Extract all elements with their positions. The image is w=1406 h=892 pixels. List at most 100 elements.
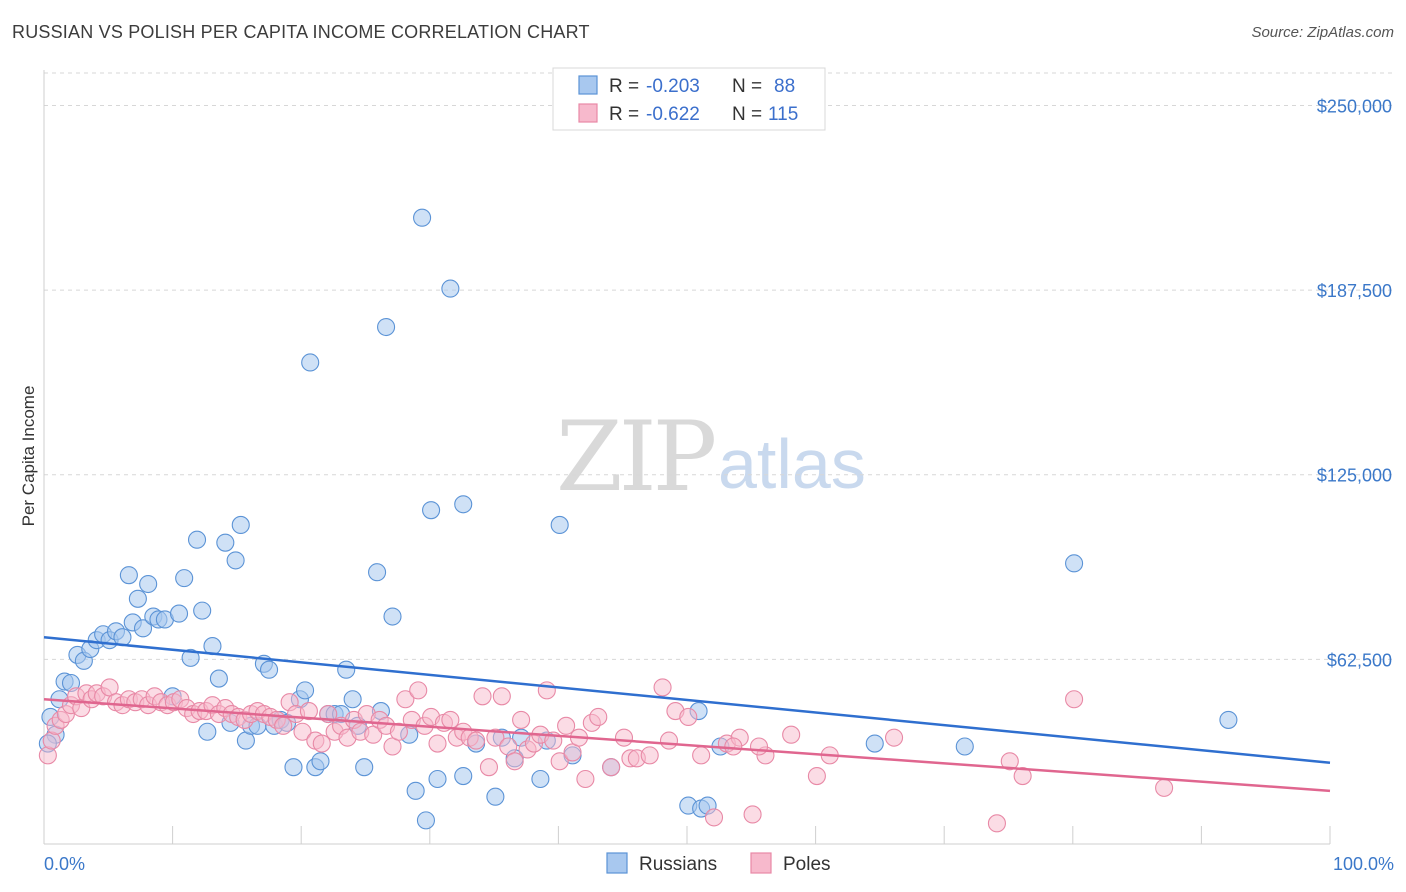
russians-point <box>209 669 228 688</box>
poles-point <box>807 767 826 786</box>
russians-point <box>454 495 473 514</box>
legend-russians-swatch <box>578 75 598 95</box>
poles-point <box>293 722 312 741</box>
bottom-legend: Russians Poles <box>606 852 831 875</box>
russians-point <box>259 660 279 679</box>
x-tick-label-max: 100.0% <box>1333 854 1394 874</box>
poles-point <box>409 681 428 700</box>
poles-point <box>557 716 576 735</box>
russians-point <box>198 722 217 741</box>
poles-point <box>537 681 556 700</box>
legend-poles-r-value: -0.622 <box>646 104 700 125</box>
bottom-legend-russians-label: Russians <box>639 854 717 875</box>
russians-point <box>865 734 884 753</box>
legend-poles-n-value: 115 <box>768 104 798 125</box>
poles-point <box>1155 778 1174 797</box>
poles-trend-line <box>43 697 1331 793</box>
poles-point <box>1000 752 1019 771</box>
poles-point <box>492 687 511 706</box>
bottom-legend-poles-label: Poles <box>783 854 831 875</box>
russians-point <box>377 317 396 337</box>
russians-point <box>422 501 441 520</box>
y-tick-label: $125,000 <box>1317 466 1392 486</box>
russians-point <box>550 515 569 534</box>
russians-point <box>175 569 194 588</box>
poles-point <box>614 728 634 747</box>
russians-point <box>343 690 362 709</box>
poles-point <box>38 746 57 765</box>
poles-point <box>640 746 659 765</box>
poles-point <box>589 707 608 727</box>
watermark-zip: ZIP <box>556 401 715 513</box>
y-axis-labels: $62,500 $125,000 $187,500 $250,000 <box>1317 96 1392 670</box>
poles-point <box>1065 690 1084 709</box>
russians-point <box>428 769 447 789</box>
watermark-atlas: atlas <box>718 425 866 503</box>
poles-point <box>389 722 408 741</box>
x-tick-label-min: 0.0% <box>44 854 85 874</box>
legend-poles-n-label: N = <box>732 104 762 125</box>
russians-trend-line <box>43 635 1331 765</box>
chart-title: RUSSIAN VS POLISH PER CAPITA INCOME CORR… <box>12 22 590 42</box>
poles-point <box>659 731 679 750</box>
poles-point <box>749 737 769 756</box>
poles-point <box>299 702 318 721</box>
poles-point <box>550 752 569 771</box>
russians-point <box>231 515 250 534</box>
russians-point <box>301 353 320 372</box>
y-tick-label: $250,000 <box>1317 96 1392 116</box>
russians-point <box>181 648 200 667</box>
legend-box <box>552 67 826 131</box>
poles-point <box>467 731 486 750</box>
bottom-legend-russians-swatch <box>606 852 628 874</box>
source-label: Source: ZipAtlas.com <box>1251 24 1394 41</box>
russians-point <box>311 752 330 771</box>
poles-point <box>486 728 505 747</box>
russians-point <box>486 787 505 806</box>
russians-point <box>187 530 207 549</box>
russians-point <box>1219 710 1238 729</box>
russians-point <box>226 551 245 570</box>
poles-point <box>42 731 61 750</box>
poles-points <box>38 678 1174 833</box>
russians-point <box>441 279 460 298</box>
russians-point <box>355 758 374 777</box>
russians-point <box>216 533 235 552</box>
russians-point <box>284 758 303 777</box>
poles-point <box>441 710 460 729</box>
russians-point <box>169 604 189 623</box>
russians-point <box>1065 554 1084 573</box>
y-tick-label: $187,500 <box>1317 281 1392 301</box>
russians-point <box>337 660 356 679</box>
poles-point <box>653 678 672 697</box>
x-axis-ticks <box>43 826 1331 844</box>
poles-point <box>428 734 447 753</box>
poles-point <box>396 690 415 709</box>
russians-point <box>296 681 315 700</box>
poles-point <box>884 728 904 747</box>
poles-point <box>274 716 293 735</box>
poles-point <box>782 725 801 744</box>
poles-point <box>505 752 524 771</box>
poles-point <box>692 746 711 765</box>
grid-lines <box>44 72 1394 660</box>
poles-point <box>512 710 531 729</box>
poles-point <box>724 737 743 756</box>
russians-point <box>119 566 138 585</box>
legend-russians-n-value: 88 <box>774 76 795 97</box>
poles-point <box>1013 767 1032 786</box>
poles-point <box>576 769 595 789</box>
legend-poles-swatch <box>578 103 598 123</box>
top-legend: R = -0.203 N = 88 R = -0.622 N = 115 <box>552 67 826 131</box>
russians-point <box>416 811 435 830</box>
poles-point <box>987 814 1006 833</box>
bottom-legend-poles-swatch <box>750 852 772 874</box>
legend-russians-r-value: -0.203 <box>646 76 700 97</box>
russians-point <box>368 563 387 582</box>
poles-point <box>704 808 724 827</box>
poles-point <box>312 734 331 753</box>
russians-point <box>193 601 212 620</box>
russians-point <box>413 208 432 227</box>
russians-point <box>133 619 153 638</box>
